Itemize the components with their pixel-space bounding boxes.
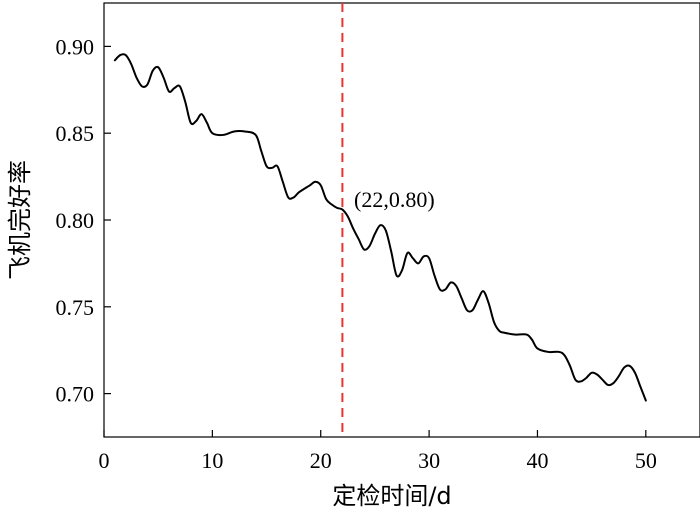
plot-frame [103,2,700,438]
x-tick-label: 0 [99,448,110,473]
y-axis-title: 飞机完好率 [6,160,34,280]
y-tick-label: 0.85 [56,121,95,146]
x-tick-label: 10 [201,448,223,473]
annotation-label: (22,0.80) [354,187,435,212]
y-tick-label: 0.70 [56,382,95,407]
series-line [113,53,647,402]
x-axis-ticks: 0 10 20 30 40 50 [99,430,657,473]
y-axis-ticks: 0.70 0.75 0.80 0.85 0.90 [56,34,111,407]
x-tick-label: 20 [310,448,332,473]
y-tick-label: 0.75 [56,295,95,320]
y-tick-label: 0.80 [56,208,95,233]
x-axis-title: 定检时间/d [332,482,451,510]
x-tick-label: 40 [526,448,548,473]
x-tick-label: 30 [418,448,440,473]
y-tick-label: 0.90 [56,34,95,59]
x-tick-label: 50 [635,448,657,473]
